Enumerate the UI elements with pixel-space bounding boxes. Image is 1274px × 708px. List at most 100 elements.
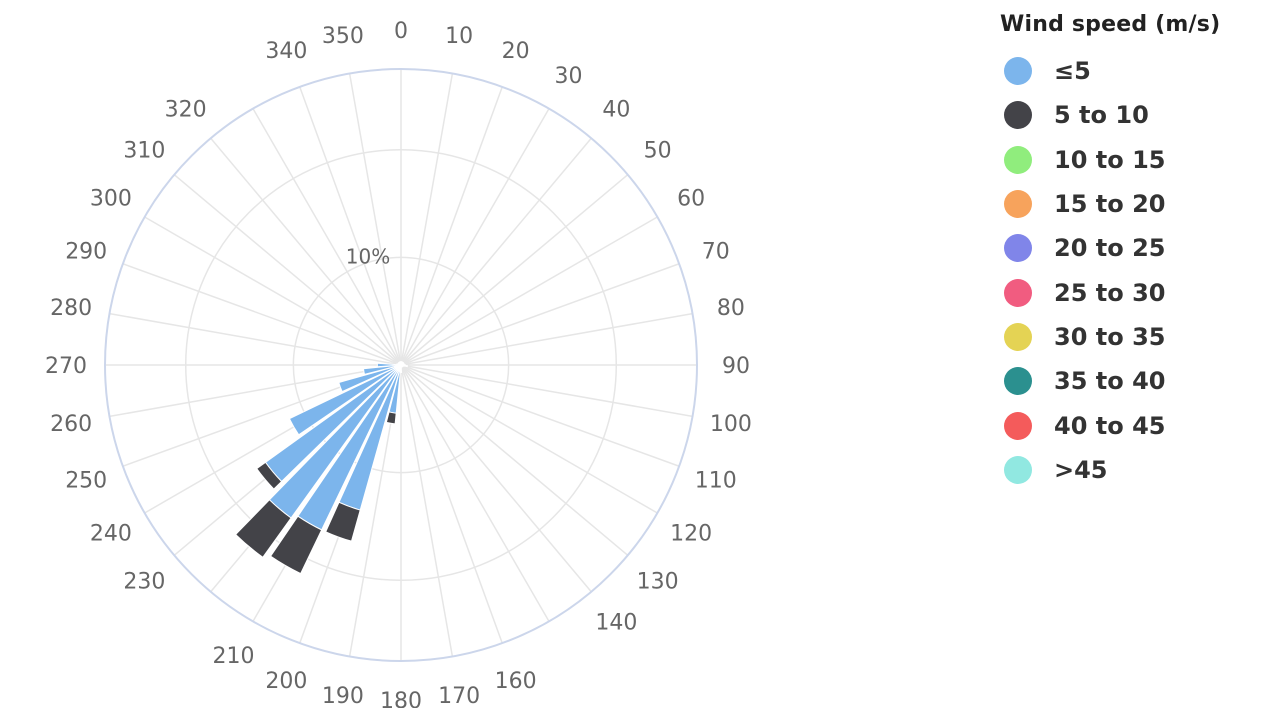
- legend-item[interactable]: 20 to 25: [1000, 226, 1220, 270]
- spoke-line: [400, 108, 550, 366]
- legend-label: 20 to 25: [1054, 234, 1166, 263]
- legend-item[interactable]: 30 to 35: [1000, 315, 1220, 359]
- direction-label: 130: [637, 569, 679, 594]
- wind-bar-segment[interactable]: [362, 364, 402, 375]
- direction-label: 110: [695, 469, 737, 494]
- legend-label: ≤5: [1054, 57, 1091, 86]
- direction-label: 290: [65, 239, 107, 264]
- direction-label: 340: [265, 39, 307, 64]
- spoke-line: [400, 364, 658, 514]
- wind-bar-segment[interactable]: [385, 411, 397, 425]
- direction-label: 260: [50, 412, 92, 437]
- direction-label: 250: [65, 469, 107, 494]
- direction-label: 10: [445, 24, 473, 49]
- spoke-line: [400, 73, 454, 366]
- legend-swatch: [1004, 278, 1032, 307]
- spoke-line: [400, 364, 454, 657]
- wind-bar-segment[interactable]: [376, 362, 402, 368]
- legend-swatch: [1004, 101, 1032, 130]
- direction-label: 200: [265, 669, 307, 694]
- legend-label: 5 to 10: [1054, 101, 1149, 130]
- spoke-line: [400, 216, 658, 366]
- spoke-line: [109, 312, 402, 366]
- direction-label: 180: [380, 689, 422, 708]
- legend-swatch: [1004, 234, 1032, 263]
- legend-swatch: [1004, 145, 1032, 174]
- direction-label: 20: [502, 39, 530, 64]
- spoke-line: [400, 364, 680, 467]
- legend-label: 30 to 35: [1054, 322, 1166, 351]
- grid-ring: [292, 256, 510, 474]
- legend-item[interactable]: >45: [1000, 448, 1220, 492]
- wind-bar-segment[interactable]: [338, 364, 402, 393]
- direction-label: 70: [702, 239, 730, 264]
- legend-swatch: [1004, 367, 1032, 396]
- radial-axis-label: 10%: [346, 244, 390, 268]
- grid-ring: [184, 148, 618, 582]
- direction-label: 210: [213, 644, 255, 669]
- legend-item[interactable]: 5 to 10: [1000, 93, 1220, 137]
- wind-bar-segment[interactable]: [399, 361, 402, 366]
- legend-item[interactable]: ≤5: [1000, 49, 1220, 93]
- legend-label: 25 to 30: [1054, 278, 1166, 307]
- direction-label: 30: [555, 64, 583, 89]
- spoke-line: [144, 216, 402, 366]
- direction-label: 170: [438, 684, 480, 708]
- legend-swatch: [1004, 190, 1032, 219]
- spoke-line: [400, 86, 503, 366]
- direction-label: 320: [165, 97, 207, 122]
- direction-label: 270: [45, 354, 87, 379]
- direction-label: 80: [717, 296, 745, 321]
- spoke-line: [252, 108, 402, 366]
- spoke-line: [348, 73, 402, 366]
- spoke-line: [122, 263, 402, 366]
- legend-swatch: [1004, 322, 1032, 351]
- direction-label: 350: [322, 24, 364, 49]
- wind-bar-segment[interactable]: [269, 515, 323, 575]
- legend-label: 40 to 45: [1054, 411, 1166, 440]
- legend-label: 15 to 20: [1054, 190, 1166, 219]
- legend-label: 35 to 40: [1054, 367, 1166, 396]
- legend-title: Wind speed (m/s): [1000, 12, 1221, 37]
- wind-bar-segment[interactable]: [288, 364, 402, 436]
- spoke-line: [400, 364, 629, 556]
- legend-item[interactable]: 35 to 40: [1000, 359, 1220, 403]
- legend-swatch: [1004, 57, 1032, 86]
- direction-label: 160: [495, 669, 537, 694]
- direction-label: 60: [677, 187, 705, 212]
- direction-label: 280: [50, 296, 92, 321]
- legend-label: >45: [1054, 455, 1108, 484]
- legend-item[interactable]: 15 to 20: [1000, 182, 1220, 226]
- legend-label: 10 to 15: [1054, 145, 1166, 174]
- direction-label: 90: [722, 354, 750, 379]
- spoke-line: [400, 364, 693, 418]
- wind-bar-segment[interactable]: [234, 499, 292, 558]
- direction-label: 300: [90, 187, 132, 212]
- direction-label: 190: [322, 684, 364, 708]
- spoke-line: [400, 364, 592, 593]
- spoke-line: [210, 137, 402, 366]
- wind-bar-segment[interactable]: [256, 461, 283, 490]
- legend-item[interactable]: 25 to 30: [1000, 270, 1220, 314]
- spoke-line: [400, 263, 680, 366]
- direction-label: 120: [670, 522, 712, 547]
- direction-label: 40: [602, 97, 630, 122]
- direction-label: 310: [123, 139, 165, 164]
- spoke-line: [400, 137, 592, 366]
- direction-label: 100: [710, 412, 752, 437]
- legend-swatch: [1004, 411, 1032, 440]
- wind-rose-bars: [234, 361, 408, 575]
- wind-bar-segment[interactable]: [325, 501, 361, 542]
- spoke-line: [400, 312, 693, 366]
- direction-label: 240: [90, 522, 132, 547]
- legend-item[interactable]: 10 to 15: [1000, 138, 1220, 182]
- polar-grid: [104, 68, 698, 662]
- legend: Wind speed (m/s) ≤5 5 to 10 10 to 15 15 to …: [1000, 12, 1220, 492]
- legend-items: ≤5 5 to 10 10 to 15 15 to 20 20 to 25 25 to 3…: [1000, 49, 1220, 492]
- legend-item[interactable]: 40 to 45: [1000, 403, 1220, 447]
- spoke-line: [299, 86, 402, 366]
- spoke-line: [400, 364, 503, 644]
- spoke-line: [173, 174, 402, 366]
